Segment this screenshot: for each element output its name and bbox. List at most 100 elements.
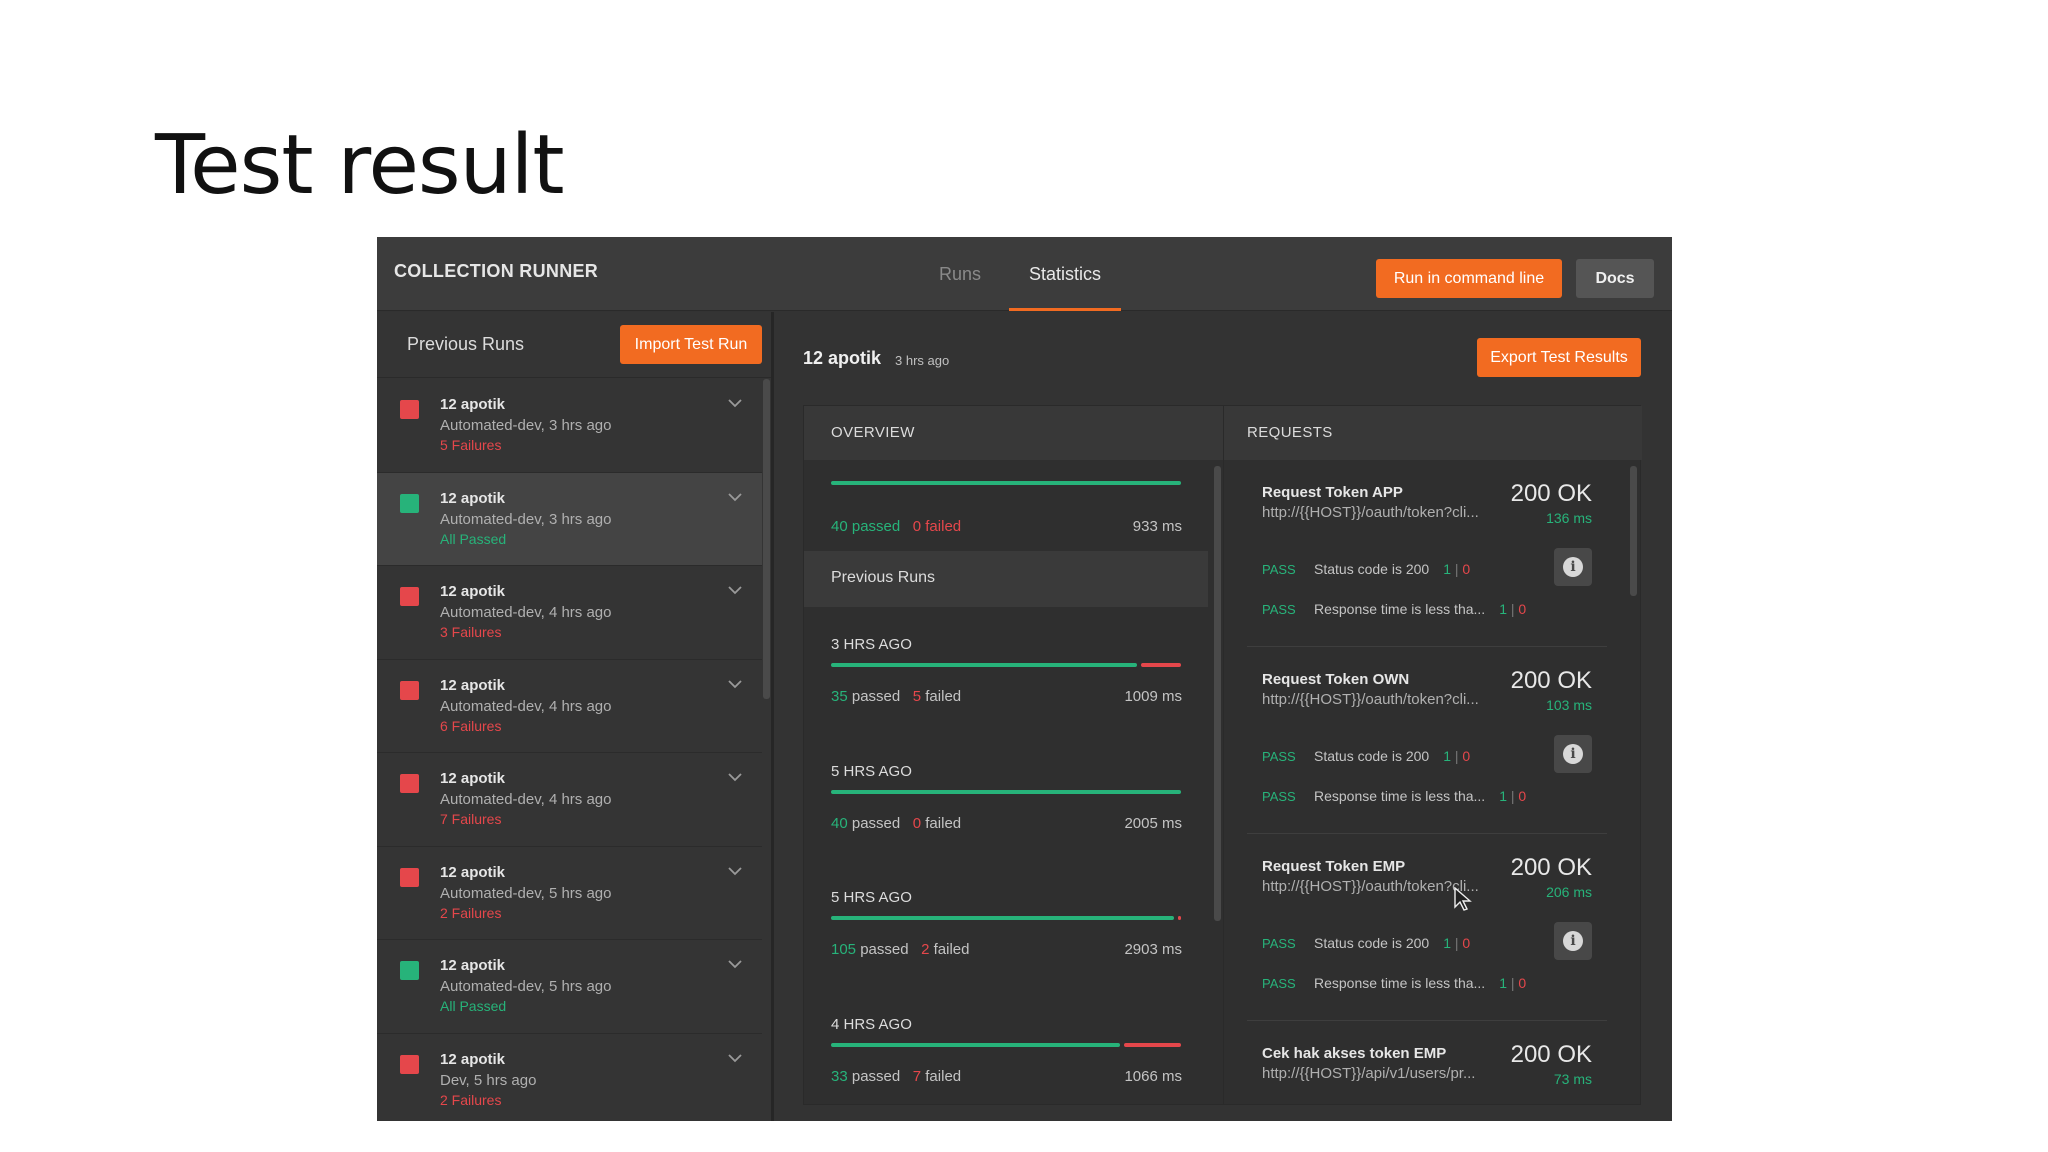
requests-scrollbar[interactable] bbox=[1630, 466, 1637, 596]
run-list-item[interactable]: 12 apotik Dev, 5 hrs ago 2 Failures bbox=[377, 1034, 762, 1122]
chevron-down-icon[interactable] bbox=[727, 1050, 743, 1066]
collection-runner-window: COLLECTION RUNNER Runs Statistics Run in… bbox=[377, 237, 1672, 1121]
run-list-item[interactable]: 12 apotik Automated-dev, 3 hrs ago All Pas… bbox=[377, 472, 762, 566]
current-run-passed-bar bbox=[831, 481, 1181, 485]
run-list-item[interactable]: 12 apotik Automated-dev, 4 hrs ago 7 Failu… bbox=[377, 753, 762, 847]
previous-run-stats: 35 passed 5 failed bbox=[831, 688, 961, 705]
export-test-results-button[interactable]: Export Test Results bbox=[1477, 338, 1641, 377]
previous-run-age: 5 HRS AGO bbox=[831, 889, 912, 906]
test-pass-count: 1 bbox=[1443, 748, 1451, 764]
run-environment-time: Automated-dev, 3 hrs ago bbox=[440, 510, 612, 528]
run-name: 12 apotik bbox=[440, 489, 506, 507]
previous-run-stats: 33 passed 7 failed bbox=[831, 1068, 961, 1085]
test-fail-count: 0 bbox=[1462, 935, 1471, 951]
run-status: 5 Failures bbox=[440, 437, 502, 453]
test-result-row: PASS Status code is 200 1 | 0 bbox=[1262, 748, 1470, 764]
import-test-run-button[interactable]: Import Test Run bbox=[620, 325, 762, 364]
failed-word: failed bbox=[925, 814, 962, 832]
request-name: Cek hak akses token EMP bbox=[1262, 1045, 1447, 1062]
count-separator: | bbox=[1450, 935, 1463, 951]
test-result-row: PASS Response time is less tha... 1 | 0 bbox=[1262, 788, 1526, 804]
run-name: 12 apotik bbox=[440, 676, 506, 694]
tab-runs[interactable]: Runs bbox=[938, 264, 982, 284]
previous-run-failed-bar bbox=[1124, 1042, 1181, 1047]
run-list-item[interactable]: 12 apotik Automated-dev, 4 hrs ago 3 Failu… bbox=[377, 566, 762, 660]
run-list-scrollbar[interactable] bbox=[763, 379, 770, 699]
previous-run-failed-bar bbox=[1178, 916, 1181, 920]
overview-title: OVERVIEW bbox=[831, 424, 915, 441]
passed-count: 40 bbox=[831, 814, 848, 832]
test-pass-label: PASS bbox=[1262, 602, 1296, 617]
run-in-command-line-button[interactable]: Run in command line bbox=[1376, 259, 1562, 298]
run-status: All Passed bbox=[440, 530, 507, 547]
docs-button[interactable]: Docs bbox=[1576, 259, 1654, 298]
response-time: 103 ms bbox=[1546, 697, 1592, 713]
request-card[interactable]: Request Token APP http://{{HOST}}/oauth/t… bbox=[1247, 460, 1607, 647]
failed-count: 7 bbox=[912, 1067, 922, 1085]
response-status: 200 OK bbox=[1510, 480, 1592, 507]
passed-count: 105 bbox=[831, 941, 857, 958]
run-environment-time: Automated-dev, 3 hrs ago bbox=[440, 417, 612, 434]
response-status: 200 OK bbox=[1510, 1041, 1592, 1068]
passed-word: passed bbox=[851, 688, 901, 705]
test-pass-count: 1 bbox=[1499, 788, 1507, 804]
selected-run-time: 3 hrs ago bbox=[895, 353, 950, 368]
overview-scrollbar[interactable] bbox=[1214, 466, 1221, 921]
request-url: http://{{HOST}}/oauth/token?cli... bbox=[1262, 878, 1479, 895]
passed-count: 40 bbox=[831, 518, 848, 535]
count-separator: | bbox=[1450, 561, 1463, 577]
chevron-down-icon[interactable] bbox=[727, 956, 743, 972]
status-failed-icon bbox=[400, 1054, 419, 1074]
app-title: COLLECTION RUNNER bbox=[394, 261, 599, 281]
request-card[interactable]: Request Token EMP http://{{HOST}}/oauth/t… bbox=[1247, 834, 1607, 1021]
request-name: Request Token APP bbox=[1262, 484, 1403, 501]
response-status: 200 OK bbox=[1510, 854, 1592, 881]
test-fail-count: 0 bbox=[1518, 975, 1527, 991]
failed-count: 0 bbox=[912, 518, 922, 535]
chevron-down-icon[interactable] bbox=[727, 395, 743, 411]
chevron-down-icon[interactable] bbox=[727, 489, 743, 505]
count-separator: | bbox=[1506, 975, 1519, 991]
response-time: 136 ms bbox=[1546, 510, 1592, 526]
tab-statistics[interactable]: Statistics bbox=[1009, 237, 1121, 311]
run-list-item[interactable]: 12 apotik Automated-dev, 5 hrs ago All Pas… bbox=[377, 940, 762, 1034]
run-list-item[interactable]: 12 apotik Automated-dev, 3 hrs ago 5 Failu… bbox=[377, 379, 762, 473]
requests-panel: REQUESTS Request Token APP http://{{HOST}… bbox=[1223, 405, 1642, 1105]
run-list-item[interactable]: 12 apotik Automated-dev, 4 hrs ago 6 Failu… bbox=[377, 660, 762, 753]
info-button[interactable]: i bbox=[1554, 735, 1592, 773]
run-name: 12 apotik bbox=[440, 396, 506, 413]
run-environment-time: Automated-dev, 5 hrs ago bbox=[440, 978, 612, 995]
request-card[interactable]: Cek hak akses token EMP http://{{HOST}}/a… bbox=[1247, 1021, 1607, 1121]
failed-count: 5 bbox=[912, 688, 922, 705]
run-name: 12 apotik bbox=[440, 1050, 506, 1068]
previous-run-duration: 1009 ms bbox=[1124, 688, 1182, 705]
run-status: 7 Failures bbox=[440, 811, 502, 827]
passed-word: passed bbox=[851, 1067, 901, 1085]
chevron-down-icon[interactable] bbox=[727, 863, 743, 879]
chevron-down-icon[interactable] bbox=[727, 769, 743, 785]
run-status: 2 Failures bbox=[440, 1091, 502, 1108]
chevron-down-icon[interactable] bbox=[727, 676, 743, 692]
test-name: Response time is less tha... bbox=[1314, 788, 1486, 804]
test-pass-count: 1 bbox=[1499, 975, 1507, 991]
previous-run-age: 4 HRS AGO bbox=[831, 1015, 912, 1033]
status-passed-icon bbox=[400, 493, 419, 513]
slide-title: Test result bbox=[155, 118, 565, 213]
run-status: 6 Failures bbox=[440, 717, 502, 734]
previous-run-passed-bar bbox=[831, 663, 1137, 667]
request-card[interactable]: Request Token OWN http://{{HOST}}/oauth/t… bbox=[1247, 647, 1607, 834]
info-button[interactable]: i bbox=[1554, 548, 1592, 586]
passed-word: passed bbox=[851, 814, 901, 832]
status-failed-icon bbox=[400, 680, 419, 700]
previous-run-duration: 1066 ms bbox=[1124, 1067, 1182, 1085]
run-list-item[interactable]: 12 apotik Automated-dev, 5 hrs ago 2 Failu… bbox=[377, 847, 762, 940]
count-separator: | bbox=[1506, 788, 1519, 804]
info-icon: i bbox=[1563, 931, 1583, 951]
test-pass-label: PASS bbox=[1262, 976, 1296, 991]
run-environment-time: Automated-dev, 5 hrs ago bbox=[440, 884, 612, 902]
info-button[interactable]: i bbox=[1554, 922, 1592, 960]
run-status: 2 Failures bbox=[440, 904, 502, 921]
run-name: 12 apotik bbox=[440, 957, 506, 974]
chevron-down-icon[interactable] bbox=[727, 582, 743, 598]
failed-count: 0 bbox=[912, 814, 922, 832]
